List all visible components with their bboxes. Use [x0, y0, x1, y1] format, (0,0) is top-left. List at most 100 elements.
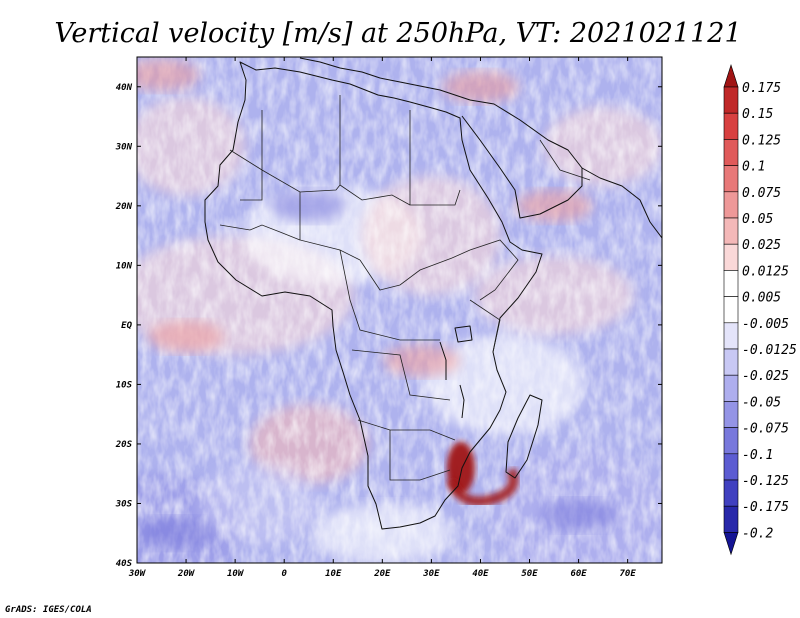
map-frame — [136, 56, 663, 564]
colorbar-bin — [723, 165, 739, 193]
border-ethiopia — [451, 239, 519, 301]
x-tick-label: 40E — [472, 569, 489, 579]
colorbar-label: 0.025 — [742, 238, 781, 253]
y-tick-label: 20S — [115, 440, 133, 450]
y-tick-label: 40S — [116, 559, 133, 569]
x-tick-label: 20E — [373, 569, 391, 579]
colorbar-label: -0.0125 — [742, 343, 797, 358]
colorbar-bin — [723, 86, 739, 114]
colorbar-bin — [723, 322, 739, 350]
colorbar-label: 0.1 — [742, 160, 765, 175]
colorbar-arrow-bottom — [723, 532, 739, 556]
x-tick-label: 20W — [177, 569, 196, 579]
country-borders — [219, 95, 591, 481]
feature-3 — [137, 58, 200, 91]
coastlines — [204, 57, 662, 530]
feature-8 — [270, 189, 347, 222]
grads-credit: GrADS: IGES/COLA — [5, 605, 92, 615]
border-algeria-niger — [261, 169, 341, 193]
colorbar-bin — [723, 139, 739, 166]
lake-victoria — [454, 325, 473, 343]
border-car — [359, 257, 453, 291]
colorbar-label: 0.125 — [742, 133, 781, 148]
border-mali — [240, 170, 263, 201]
y-tick-label: 10N — [116, 261, 133, 271]
colorbar-label: -0.2 — [742, 526, 773, 541]
border-namibia-botswana — [357, 419, 456, 441]
madagascar-coastline — [505, 394, 543, 479]
x-tick-label: 70E — [620, 569, 637, 579]
border-egypt-sudan — [409, 110, 461, 206]
border-angola-zambia — [351, 349, 451, 401]
colorbar-label: -0.005 — [742, 317, 789, 332]
field-texture — [137, 57, 662, 563]
colorbar-bin — [723, 296, 739, 324]
y-tick-label: 40N — [116, 83, 133, 93]
feature-arc — [446, 467, 519, 507]
x-tick-label: 10E — [325, 569, 342, 579]
colorbar-bin — [723, 374, 739, 402]
asia-coast — [581, 167, 662, 239]
colorbar-label: 0.0125 — [742, 264, 789, 279]
y-tick-label: 10S — [116, 380, 133, 390]
feature-4 — [148, 320, 225, 353]
colorbar-bin — [723, 505, 739, 533]
map-panel — [137, 57, 662, 563]
x-tick-label: 30W — [128, 569, 147, 579]
feature-7 — [540, 499, 617, 532]
chart-title: Vertical velocity [m/s] at 250hPa, VT: 2… — [54, 18, 741, 49]
colorbar-bin — [723, 112, 739, 140]
colorbar-label: 0.075 — [742, 186, 781, 201]
colorbar-label: 0.05 — [742, 212, 773, 227]
y-tick-label: 20N — [115, 202, 133, 212]
colorbar-label: 0.15 — [742, 107, 773, 122]
border-niger-nigeria — [299, 192, 361, 261]
x-tick-label: 60E — [570, 569, 587, 579]
lake-malawi — [459, 384, 465, 419]
colorbar-label: -0.175 — [742, 500, 789, 515]
border-west-africa — [219, 224, 301, 241]
border-saudi — [539, 139, 591, 181]
colorbar-label: 0.005 — [742, 291, 781, 306]
colorbar: 0.175 0.15 0.125 0.1 0.075 0.05 0.025 0.0125 0.0… — [723, 64, 797, 556]
feature-2 — [442, 70, 519, 103]
colorbar-label: -0.1 — [742, 448, 773, 463]
border-south-africa — [389, 430, 451, 481]
border-morocco — [229, 110, 263, 171]
x-tick-label: 10W — [227, 569, 245, 579]
colorbar-bin — [723, 479, 739, 507]
feature-6 — [138, 517, 215, 550]
y-tick-label: 30S — [115, 499, 133, 509]
field-features — [137, 58, 617, 550]
colorbar-arrow-top — [723, 64, 739, 88]
colorbar-bin — [723, 453, 739, 481]
x-tick-label: 0 — [281, 569, 287, 579]
colorbar-bin — [723, 270, 739, 297]
y-tick-label: EQ — [121, 321, 132, 331]
colorbar-bin — [723, 217, 739, 245]
arabia-coastline — [461, 99, 583, 219]
colorbar-label: -0.05 — [742, 395, 781, 410]
colorbar-bin — [723, 191, 739, 219]
feature-1 — [516, 189, 593, 222]
border-kenya — [469, 299, 501, 353]
feature-5 — [383, 344, 460, 377]
colorbar-bin — [723, 348, 739, 376]
colorbar-bin — [723, 243, 739, 271]
axis-ticks: 30W 20W 10W 0 10E 20E 30E 40E 50E 60E 70E 40N 30N 20N… — [115, 57, 662, 579]
colorbar-label: -0.075 — [742, 422, 789, 437]
colorbar-label: 0.175 — [742, 81, 781, 96]
y-tick-label: 30N — [115, 142, 133, 152]
border-libya-chad — [339, 95, 411, 206]
border-congo — [339, 249, 440, 341]
colorbar-label: -0.025 — [742, 369, 789, 384]
colorbar-bin — [723, 401, 739, 428]
x-tick-label: 30E — [422, 569, 440, 579]
x-tick-label: 50E — [521, 569, 538, 579]
mediterranean-north-coast — [299, 57, 471, 101]
lake-tanganyika — [439, 341, 447, 380]
colorbar-label: -0.125 — [742, 474, 789, 489]
colorbar-bin — [723, 427, 739, 455]
africa-coastline — [204, 61, 543, 530]
